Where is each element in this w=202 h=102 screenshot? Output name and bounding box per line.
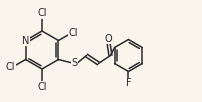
Text: O: O xyxy=(104,33,112,43)
Text: Cl: Cl xyxy=(37,8,46,18)
Text: S: S xyxy=(71,59,77,69)
Text: Cl: Cl xyxy=(6,63,15,73)
Text: N: N xyxy=(22,35,29,45)
Text: Cl: Cl xyxy=(37,82,46,92)
Text: F: F xyxy=(125,79,131,89)
Text: Cl: Cl xyxy=(68,28,78,38)
